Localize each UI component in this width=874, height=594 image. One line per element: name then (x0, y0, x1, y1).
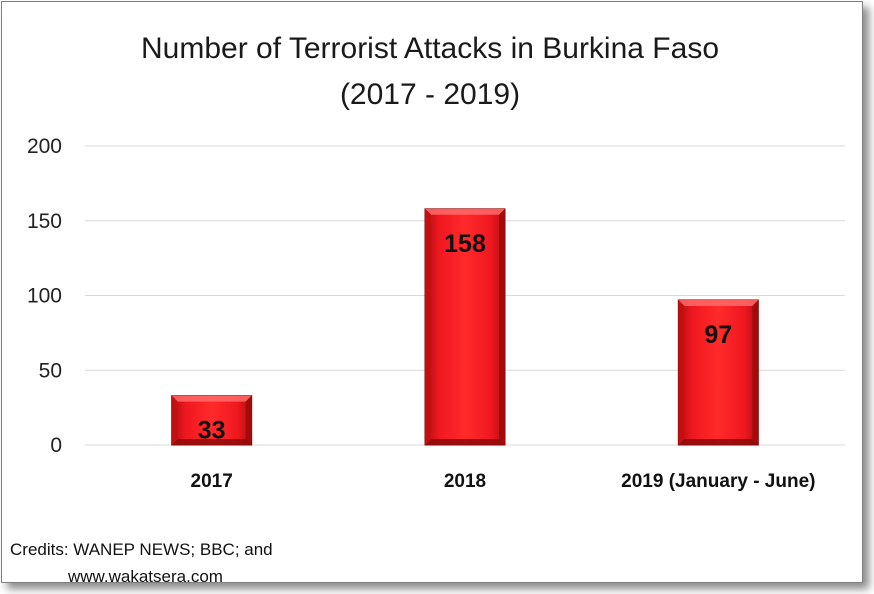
credits-line-2: www.wakatsera.com (67, 567, 223, 586)
data-label-1: 158 (444, 230, 486, 258)
chart-title-line-1: Number of Terrorist Attacks in Burkina F… (141, 32, 719, 65)
x-axis-categories: 2017 2018 2019 (January - June) (191, 471, 816, 492)
x-category-label-1: 2018 (444, 471, 486, 492)
credits-line-1: Credits: WANEP NEWS; BBC; and (10, 540, 273, 559)
data-labels: 33 158 97 (198, 230, 732, 445)
y-tick-label-3: 150 (27, 210, 62, 233)
x-category-label-2: 2019 (January - June) (621, 471, 815, 492)
y-tick-label-4: 200 (27, 135, 62, 158)
data-label-2: 97 (704, 321, 732, 349)
bar-1 (424, 208, 506, 446)
y-tick-label-0: 0 (50, 434, 62, 457)
bar-0 (171, 395, 253, 446)
bar-2 (677, 299, 759, 446)
x-category-label-0: 2017 (191, 471, 233, 492)
bars (171, 208, 759, 446)
chart-title-line-2: (2017 - 2019) (340, 78, 520, 111)
y-tick-label-1: 50 (39, 359, 62, 382)
y-tick-label-2: 100 (27, 285, 62, 308)
y-axis-ticks: 0 50 100 150 200 (27, 135, 62, 457)
data-label-0: 33 (198, 417, 226, 445)
